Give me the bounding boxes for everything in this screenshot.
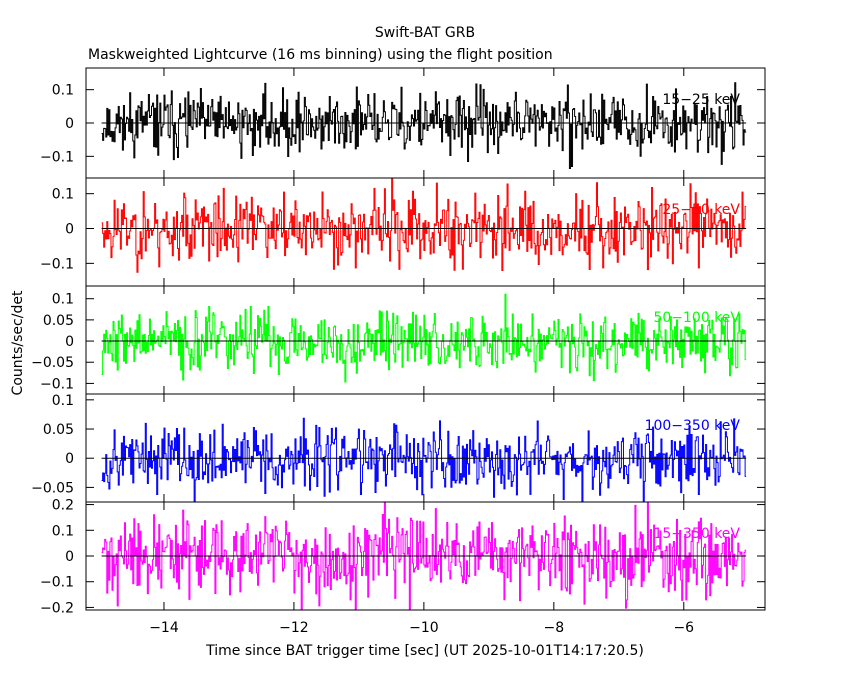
y-tick-label: 0 xyxy=(65,549,74,565)
y-tick-label: −0.05 xyxy=(31,480,74,496)
panel-frame xyxy=(85,393,766,503)
y-tick-label: 0 xyxy=(65,334,74,350)
y-tick-label: 0.05 xyxy=(43,422,74,438)
y-tick-label: 0.1 xyxy=(52,523,74,539)
y-tick-label: 0.2 xyxy=(52,498,74,514)
panels-group: 0.1 0 −0.1 15−25 keV 0.1 0 −0.1 25−50 keV 0.1 0.0… xyxy=(31,67,766,636)
x-tick-label: −14 xyxy=(149,620,179,636)
y-tick-label: 0.1 xyxy=(52,393,74,409)
x-tick-label: −8 xyxy=(544,620,565,636)
series-line xyxy=(101,177,747,273)
y-tick-label: 0.1 xyxy=(52,83,74,99)
y-tick-label: −0.1 xyxy=(40,575,74,591)
energy-band-label: 100−350 keV xyxy=(645,418,741,434)
y-tick-label: 0.1 xyxy=(52,292,74,308)
chart-title: Swift-BAT GRB xyxy=(375,25,475,41)
y-tick-label: 0.1 xyxy=(52,187,74,203)
y-tick-label: −0.1 xyxy=(40,149,74,165)
y-tick-label: 0 xyxy=(65,451,74,467)
x-tick-label: −10 xyxy=(409,620,439,636)
y-tick-label: 0 xyxy=(65,222,74,238)
energy-band-label: 15−25 keV xyxy=(662,92,740,108)
y-tick-label: −0.05 xyxy=(31,355,74,371)
energy-band-label: 25−50 keV xyxy=(662,202,740,218)
y-tick-label: −0.2 xyxy=(40,600,74,616)
energy-band-label: 15−350 keV xyxy=(653,526,740,542)
x-tick-label: −6 xyxy=(673,620,694,636)
y-tick-label: 0 xyxy=(65,116,74,132)
chart-subtitle: Maskweighted Lightcurve (16 ms binning) … xyxy=(88,47,553,63)
y-tick-label: 0.05 xyxy=(43,313,74,329)
y-tick-label: −0.1 xyxy=(40,376,74,392)
series-line xyxy=(101,82,747,169)
series-line xyxy=(101,417,747,503)
x-tick-label: −12 xyxy=(279,620,309,636)
energy-band-label: 50−100 keV xyxy=(653,310,740,326)
x-axis-label: Time since BAT trigger time [sec] (UT 20… xyxy=(205,643,644,659)
y-axis-label: Counts/sec/det xyxy=(10,290,26,395)
y-tick-label: −0.1 xyxy=(40,256,74,272)
series-line xyxy=(101,293,747,383)
